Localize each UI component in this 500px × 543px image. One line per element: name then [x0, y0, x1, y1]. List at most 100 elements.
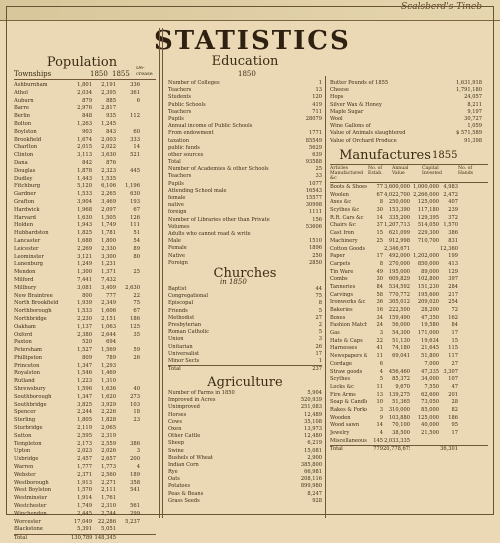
manufacture-row-cell: 20,778,675: [383, 446, 410, 453]
education-row: Number of Libraries other than Private 15…: [168, 217, 322, 224]
education-row-cell: female: [168, 195, 186, 201]
manufacture-row-cell: Boxes: [330, 314, 346, 321]
manufacture-row-cell: 8: [379, 260, 383, 267]
population-row-cell: 1,825: [77, 230, 92, 237]
agriculture-row: Swine 15,081: [168, 448, 322, 455]
agriculture-row: Oats 208,116: [168, 476, 322, 483]
population-row: Berlin 848 935 112: [14, 113, 156, 121]
manufacture-row-cell: [410, 446, 439, 454]
population-row: Phillipston 809 789 26: [14, 355, 156, 363]
population-row-cell: 51: [133, 230, 140, 237]
education-row: Volumes 53606: [168, 224, 322, 231]
population-row-cell: 843: [106, 128, 116, 135]
population-row-cell: 2,817: [101, 105, 116, 112]
church-row-cell: 3: [318, 336, 322, 343]
population-row-cell: Milford: [14, 276, 34, 283]
population-row: Athol 2,034 2,395 361: [14, 90, 156, 98]
church-row: Methodist 27: [168, 315, 322, 322]
population-row-cell: 1,263: [77, 120, 92, 127]
education-row: From endowment 1771: [168, 130, 322, 137]
produce-row-cell: 91,398: [464, 137, 482, 144]
population-row-cell: Uxbridge: [14, 456, 39, 463]
education-row-cell: 1896: [309, 245, 322, 252]
education-row-cell: 13: [315, 87, 322, 94]
manufacture-row: Total 779 20,778,675 36,301: [330, 445, 488, 454]
manufactures-heading: Manufactures: [339, 148, 431, 163]
population-col-1855: 1855: [112, 70, 130, 78]
population-row-cell: 2,022: [101, 144, 116, 151]
population-row-cell: Westborough: [14, 479, 49, 486]
population-row: Holden 1,943 1,749 111: [14, 222, 156, 230]
manufacture-row-cell: Miscellaneous: [330, 437, 367, 444]
manufacture-row-cell: Soap & Candles: [330, 399, 367, 406]
population-row-cell: 6: [136, 97, 140, 104]
produce-row: Value of Animals slaughtered $ 571,589: [330, 130, 485, 137]
population-row-cell: 1,371: [101, 269, 116, 276]
agriculture-row-cell: Cows: [168, 418, 182, 425]
population-row-cell: North Brookfield: [14, 300, 59, 307]
population-row-cell: 3,121: [77, 253, 92, 260]
manufacture-row-cell: 2,033,335: [384, 437, 410, 444]
population-row: Westminster 1,914 1,761: [14, 495, 156, 503]
manufacture-row-cell: 125,000: [417, 414, 439, 421]
church-row: Universalist 17: [168, 351, 322, 358]
population-row: Brookfield 1,674 2,003 333: [14, 137, 156, 145]
population-row: New Braintree 800 777 22: [14, 293, 156, 301]
manufacture-row-cell: 103,880: [388, 414, 410, 421]
education-row-cell: Foreign: [168, 259, 188, 266]
produce-row-cell: 1,791,180: [456, 87, 482, 94]
manufacture-row-cell: 12,360: [440, 245, 458, 252]
population-heading: Population: [46, 55, 118, 70]
church-row-cell: 26: [315, 343, 322, 350]
manufacture-row-cell: 4,983: [443, 184, 458, 190]
churches-subheading: in 1850: [220, 278, 247, 286]
manufacture-row-cell: 710,700: [417, 237, 439, 244]
manufacture-row-cell: 47,335: [421, 368, 439, 375]
education-row: native 30998: [168, 202, 322, 209]
education-row-cell: 1771: [309, 130, 322, 137]
population-row-cell: 1,546: [77, 370, 92, 377]
manufacture-row-cell: Tanneries: [330, 283, 356, 290]
manufacture-row-cell: 51,130: [392, 337, 410, 344]
population-row-cell: 200: [130, 456, 140, 463]
column-divider-left: [159, 28, 160, 518]
population-row: Sterling 1,805 1,828 23: [14, 417, 156, 425]
population-row-cell: 2,244: [77, 409, 92, 416]
manufacture-row-cell: 17: [451, 430, 458, 436]
population-row-cell: 2,323: [101, 167, 116, 174]
population-row: Dudley 1,443 1,535: [14, 176, 156, 184]
agriculture-row: Peas & Beans 8,247: [168, 491, 322, 498]
manufacture-row-cell: Ironworks &c: [330, 299, 366, 306]
education-row-cell: 53606: [305, 223, 322, 230]
manufacture-row-cell: 151,230: [417, 283, 439, 290]
produce-row-cell: Butter Pounds of 1855: [330, 80, 389, 86]
education-row-cell: 250: [312, 252, 322, 259]
education-year: 1850: [238, 70, 256, 78]
population-row-cell: Boylston: [14, 128, 37, 135]
population-row-cell: [116, 121, 140, 129]
agriculture-row: Oxen 13,973: [168, 426, 322, 433]
manufacture-row-cell: 239: [448, 207, 458, 214]
agriculture-row-cell: Peas & Beans: [168, 490, 204, 497]
agriculture-row-cell: 66,981: [304, 469, 322, 476]
agriculture-row: Other Cattle 12,480: [168, 433, 322, 440]
manufacture-row-cell: 195,600: [417, 291, 439, 298]
population-row-cell: 80: [133, 253, 140, 260]
agriculture-row: Cows 35,108: [168, 419, 322, 426]
population-row: Warren 1,777 1,773 4: [14, 464, 156, 472]
population-row-cell: 333: [130, 136, 140, 143]
manufacture-row-cell: 36,301: [440, 446, 458, 453]
church-row: Minor Sects 1: [168, 358, 322, 365]
population-row-cell: 111: [130, 222, 140, 229]
agriculture-table: Number of Farms in 1850 5,904 Improved in …: [168, 390, 322, 505]
manufacture-row-cell: 162: [448, 314, 458, 321]
population-row-cell: Warren: [14, 464, 34, 471]
manufacture-row-cell: 4: [379, 368, 383, 375]
agriculture-row: Potatoes 899,980: [168, 483, 322, 490]
manufacture-row-cell: 21,645: [421, 345, 439, 352]
population-row-cell: Barre: [14, 105, 29, 112]
manufacture-row: Combs 30 609,829 102,800 397: [330, 276, 488, 284]
population-row-cell: [116, 433, 140, 441]
manufacture-row-cell: 153,390: [388, 207, 410, 214]
population-row-cell: 5,120: [77, 183, 92, 190]
